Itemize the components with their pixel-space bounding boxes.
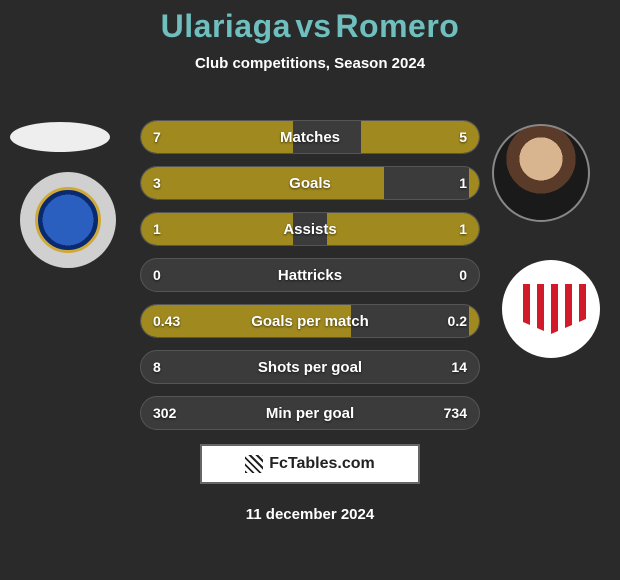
brand-icon bbox=[245, 455, 263, 473]
stat-row: 75Matches bbox=[140, 120, 480, 154]
stat-label: Shots per goal bbox=[141, 351, 479, 383]
stat-label: Hattricks bbox=[141, 259, 479, 291]
stat-row: 11Assists bbox=[140, 212, 480, 246]
player1-photo-placeholder bbox=[10, 122, 110, 152]
footer-brand-text: FcTables.com bbox=[269, 455, 375, 473]
player2-crest-inner bbox=[516, 274, 586, 344]
title-vs: vs bbox=[295, 8, 331, 44]
title-player1: Ulariaga bbox=[161, 8, 291, 44]
subtitle: Club competitions, Season 2024 bbox=[0, 55, 620, 72]
player1-crest bbox=[20, 172, 116, 268]
stat-row: 00Hattricks bbox=[140, 258, 480, 292]
player2-crest bbox=[502, 260, 600, 358]
title-player2: Romero bbox=[335, 8, 459, 44]
title: Ulariaga vs Romero bbox=[0, 0, 620, 45]
stat-label: Goals bbox=[141, 167, 479, 199]
player1-crest-inner bbox=[35, 187, 101, 253]
player2-photo bbox=[492, 124, 590, 222]
date: 11 december 2024 bbox=[0, 506, 620, 523]
stat-row: 302734Min per goal bbox=[140, 396, 480, 430]
comparison-chart: 75Matches 31Goals 11Assists 00Hattricks 0.43… bbox=[140, 120, 480, 442]
stat-label: Goals per match bbox=[141, 305, 479, 337]
stat-row: 814Shots per goal bbox=[140, 350, 480, 384]
stat-label: Assists bbox=[141, 213, 479, 245]
stat-row: 31Goals bbox=[140, 166, 480, 200]
stat-label: Matches bbox=[141, 121, 479, 153]
stat-label: Min per goal bbox=[141, 397, 479, 429]
stat-row: 0.430.2Goals per match bbox=[140, 304, 480, 338]
footer-brand: FcTables.com bbox=[200, 444, 420, 484]
